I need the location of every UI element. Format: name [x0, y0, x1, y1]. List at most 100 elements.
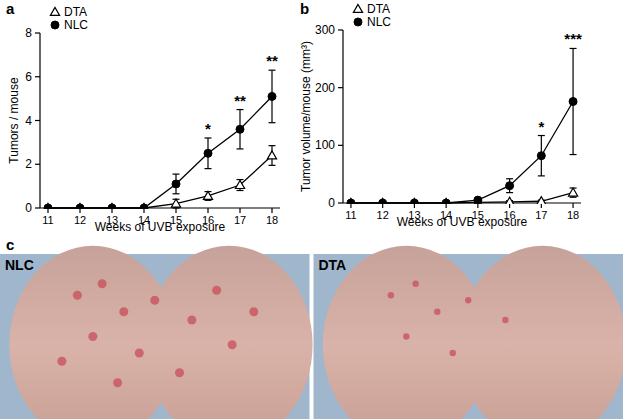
photo-label: NLC	[5, 257, 34, 273]
photo-lesion	[135, 349, 144, 358]
x-tick-label: 11	[345, 209, 356, 221]
photo-lesion	[228, 340, 237, 349]
y-tick	[35, 207, 40, 208]
marker	[50, 7, 59, 15]
marker	[44, 204, 52, 209]
marker	[43, 203, 52, 209]
error-cap	[173, 193, 180, 194]
error-cap	[269, 122, 276, 123]
marker	[410, 198, 419, 204]
error-cap	[570, 197, 577, 198]
photo-lesion	[57, 357, 66, 366]
photo-skin	[459, 246, 623, 419]
marker	[140, 204, 148, 209]
panel-letter: c	[6, 236, 14, 253]
photo-lesion	[175, 368, 184, 377]
error-bar	[237, 110, 244, 149]
error-cap	[237, 109, 244, 110]
marker	[379, 199, 387, 204]
photo-lesion	[98, 279, 107, 288]
panel-letter: b	[300, 0, 309, 17]
photo-lesion	[150, 296, 159, 305]
marker	[171, 199, 180, 207]
x-tick-label: 11	[42, 214, 53, 226]
error-cap	[269, 145, 276, 146]
marker	[172, 180, 180, 188]
photo-lesion	[502, 317, 508, 323]
marker	[76, 204, 84, 209]
y-tick	[35, 76, 40, 77]
marker	[347, 199, 355, 204]
legend-label: NLC	[367, 15, 391, 29]
y-tick-label: 6	[25, 70, 32, 84]
x-axis-label: Weeks of UVB exposure	[397, 215, 528, 229]
marker	[267, 151, 276, 159]
error-cap	[205, 137, 212, 138]
error-cap	[506, 178, 513, 179]
marker	[474, 196, 482, 204]
x-tick	[175, 208, 176, 213]
plot-area	[43, 70, 276, 209]
significance: ***	[564, 30, 582, 47]
y-tick-label: 2	[25, 157, 32, 171]
y-tick	[35, 164, 40, 165]
series-line	[48, 96, 272, 208]
x-tick-label: 12	[377, 209, 389, 221]
photo-lesion	[187, 316, 196, 325]
error-bar	[269, 70, 276, 123]
marker	[107, 203, 116, 209]
marker	[75, 203, 84, 209]
figure: a024681112131415161718Weeks of UVB expos…	[0, 0, 623, 419]
y-tick-label: 100	[315, 138, 335, 152]
error-bar	[570, 48, 577, 154]
marker	[204, 149, 212, 157]
y-axis-label: Tumor volume/mouse (mm³)	[299, 41, 313, 192]
y-tick	[35, 32, 40, 33]
y-tick	[338, 29, 343, 30]
chart: a024681112131415161718Weeks of UVB expos…	[6, 0, 280, 234]
photo-lesion	[88, 332, 97, 341]
marker	[537, 152, 545, 160]
y-tick-label: 4	[25, 114, 32, 128]
x-tick-label: 12	[74, 214, 86, 226]
y-tick-label: 200	[315, 81, 335, 95]
photo-skin	[145, 246, 312, 419]
error-cap	[237, 148, 244, 149]
x-axis-label: Weeks of UVB exposure	[95, 220, 226, 234]
marker	[410, 199, 418, 204]
y-tick-label: 8	[25, 26, 32, 40]
error-cap	[205, 168, 212, 169]
significance: *	[538, 118, 544, 135]
marker	[568, 188, 577, 196]
plot-area	[346, 48, 577, 204]
photo-lesion	[119, 307, 128, 316]
marker	[346, 198, 355, 204]
error-cap	[173, 173, 180, 174]
x-tick	[271, 208, 272, 213]
error-cap	[570, 48, 577, 49]
marker	[354, 18, 362, 26]
y-tick	[35, 120, 40, 121]
marker	[442, 199, 450, 204]
marker	[108, 204, 116, 209]
x-tick-label: 18	[266, 214, 278, 226]
y-tick-label: 0	[328, 196, 335, 210]
marker	[442, 198, 451, 204]
y-tick-label: 0	[25, 201, 32, 215]
x-tick	[207, 208, 208, 213]
error-cap	[538, 135, 545, 136]
photo-lesion	[73, 291, 82, 300]
photo-lesion	[434, 309, 440, 315]
photo-lesion	[388, 292, 394, 298]
y-axis	[342, 30, 343, 203]
error-bar	[506, 179, 513, 193]
photo-lesion	[450, 350, 456, 356]
photo-lesion	[465, 297, 471, 303]
error-cap	[269, 165, 276, 166]
photo-panel: c NLC DTA	[0, 236, 623, 419]
error-bar	[538, 136, 545, 176]
panel-letter: a	[6, 0, 15, 17]
x-tick-label: 18	[567, 209, 579, 221]
photo-label: DTA	[319, 257, 347, 273]
x-tick	[239, 208, 240, 213]
